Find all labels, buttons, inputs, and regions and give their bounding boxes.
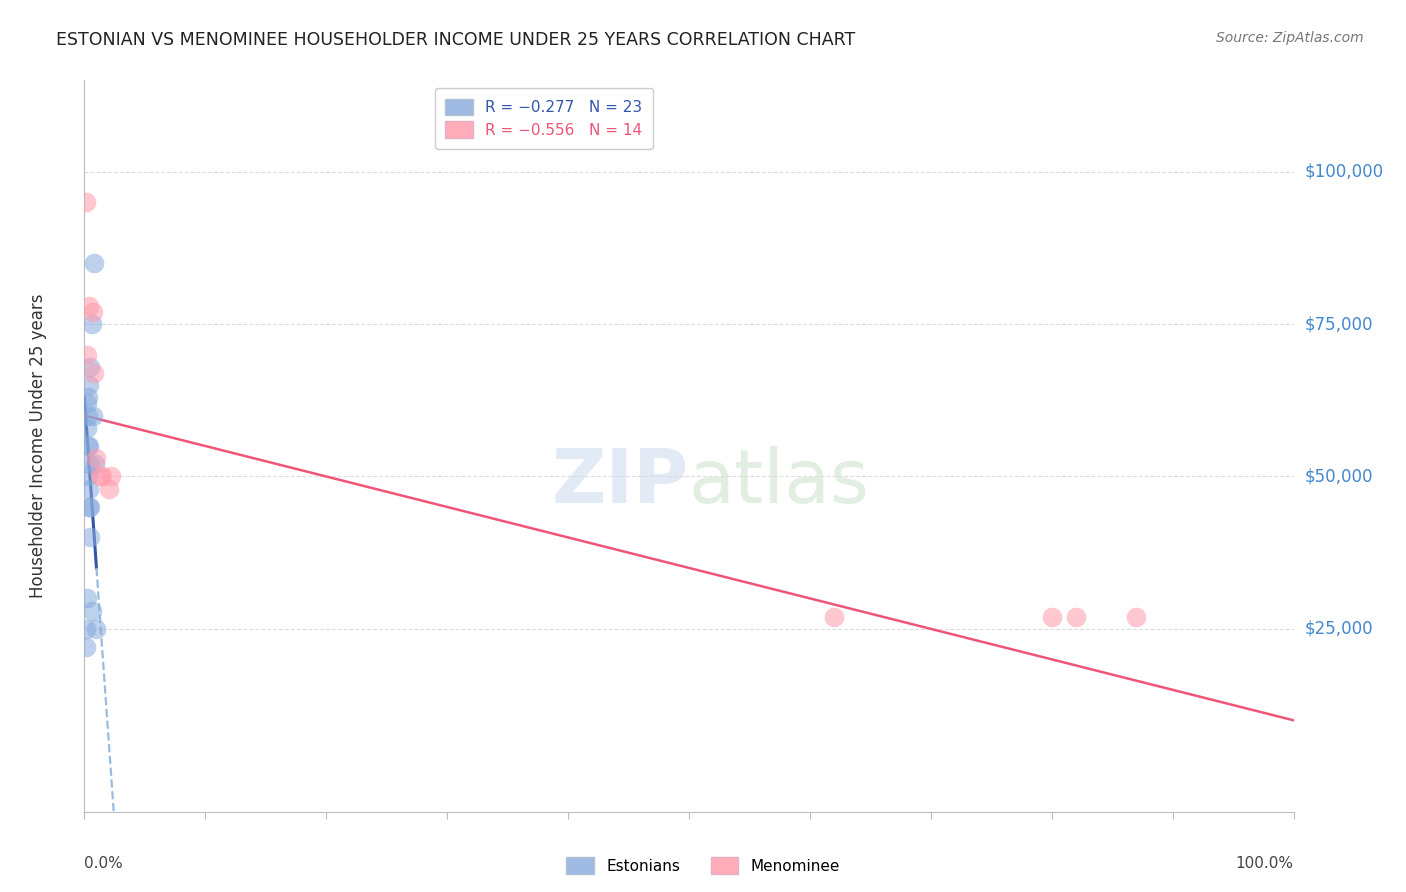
Point bbox=[76, 348, 98, 362]
Point bbox=[86, 451, 108, 466]
Point bbox=[100, 469, 122, 483]
Point bbox=[80, 603, 103, 617]
Point bbox=[76, 396, 98, 410]
Point bbox=[77, 439, 100, 453]
Text: $100,000: $100,000 bbox=[1305, 162, 1384, 181]
Point bbox=[77, 457, 100, 471]
Point bbox=[1064, 609, 1087, 624]
Point bbox=[83, 256, 105, 270]
Text: atlas: atlas bbox=[689, 446, 870, 519]
Point bbox=[83, 366, 105, 380]
Text: ZIP: ZIP bbox=[551, 446, 689, 519]
Point bbox=[77, 390, 100, 404]
Point bbox=[1125, 609, 1147, 624]
Point bbox=[75, 622, 97, 636]
Point bbox=[75, 195, 97, 210]
Point bbox=[97, 482, 120, 496]
Point bbox=[77, 482, 100, 496]
Text: Householder Income Under 25 years: Householder Income Under 25 years bbox=[30, 293, 48, 599]
Point bbox=[89, 469, 111, 483]
Point bbox=[79, 530, 101, 544]
Point bbox=[79, 500, 101, 514]
Point bbox=[77, 409, 100, 423]
Point bbox=[80, 317, 103, 331]
Point bbox=[77, 378, 100, 392]
Point bbox=[84, 457, 107, 471]
Legend: Estonians, Menominee: Estonians, Menominee bbox=[560, 851, 846, 880]
Text: $75,000: $75,000 bbox=[1305, 315, 1374, 333]
Point bbox=[82, 305, 104, 319]
Point bbox=[86, 622, 108, 636]
Point bbox=[79, 359, 101, 374]
Point bbox=[77, 500, 100, 514]
Point bbox=[77, 439, 100, 453]
Point bbox=[823, 609, 845, 624]
Legend: R = −0.277   N = 23, R = −0.556   N = 14: R = −0.277 N = 23, R = −0.556 N = 14 bbox=[434, 88, 652, 149]
Point bbox=[1040, 609, 1063, 624]
Point bbox=[77, 469, 100, 483]
Point bbox=[76, 591, 98, 606]
Point bbox=[76, 421, 98, 435]
Point bbox=[75, 640, 97, 655]
Text: $50,000: $50,000 bbox=[1305, 467, 1374, 485]
Point bbox=[77, 299, 100, 313]
Text: Source: ZipAtlas.com: Source: ZipAtlas.com bbox=[1216, 31, 1364, 45]
Text: 100.0%: 100.0% bbox=[1236, 855, 1294, 871]
Point bbox=[91, 469, 114, 483]
Text: $25,000: $25,000 bbox=[1305, 620, 1374, 638]
Point bbox=[82, 409, 104, 423]
Text: 0.0%: 0.0% bbox=[84, 855, 124, 871]
Text: ESTONIAN VS MENOMINEE HOUSEHOLDER INCOME UNDER 25 YEARS CORRELATION CHART: ESTONIAN VS MENOMINEE HOUSEHOLDER INCOME… bbox=[56, 31, 855, 49]
